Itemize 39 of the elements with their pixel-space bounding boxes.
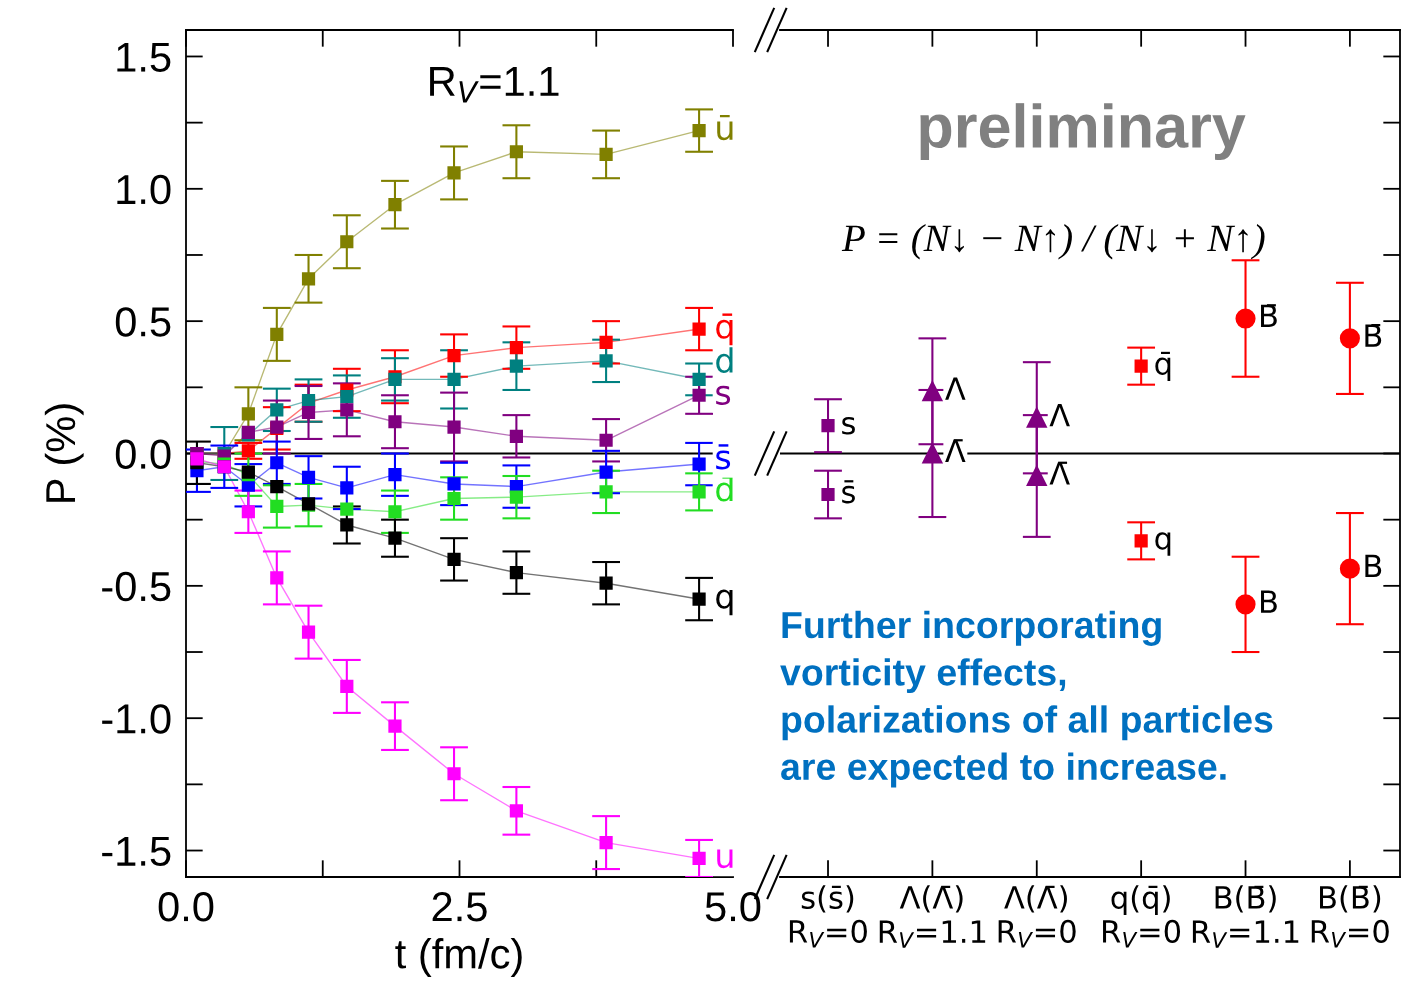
x-tick-label: q(q̄) R$_{V}$=0 (1103, 885, 1181, 948)
x-tick-label: 5.0 (705, 891, 761, 922)
y-tick-label: 0.5 (115, 307, 171, 337)
y-axis-title: P (%) (44, 404, 84, 502)
annotation: P = (N↓ − N↑) / (N↓ + N↑) (841, 224, 1265, 260)
series-label: B (1365, 554, 1382, 578)
series-label: Λ̄ (945, 439, 966, 462)
series-label: Λ (1049, 403, 1070, 427)
annotation: preliminary (920, 103, 1246, 161)
y-tick-label: -1.5 (102, 836, 171, 867)
series-label: q̄ (716, 313, 733, 346)
x-tick-label: s(s̄) R$_{V}$=0 (789, 885, 867, 948)
series-label: u (717, 849, 733, 869)
series-label: s (842, 417, 855, 435)
series-label: s (716, 385, 731, 405)
x-tick-label: B(B̄) R$_{V}$=1.1 (1192, 885, 1299, 948)
series-label: Λ (945, 377, 966, 400)
y-tick-label: -1.0 (102, 704, 171, 734)
annotation: R$_{V}$=1.1 (430, 67, 559, 103)
y-tick-label: -0.5 (102, 571, 171, 602)
series-label: ū (717, 114, 733, 141)
x-tick-label: Λ(Λ̄) R$_{V}$=1.1 (879, 885, 986, 948)
series-label: q (1155, 532, 1171, 556)
series-label: B̄ (1365, 324, 1382, 347)
x-tick-label: 0.0 (158, 891, 214, 922)
series-label: Λ̄ (1049, 461, 1070, 485)
series-label: s̄ (716, 444, 731, 470)
x-axis-title: t (fm/c) (395, 938, 522, 977)
series-label: B̄ (1261, 304, 1277, 327)
y-tick-label: 1.0 (117, 174, 171, 205)
series-label: s̄ (842, 480, 855, 504)
x-tick-label: B(B̄) R$_{V}$=0 (1311, 885, 1389, 948)
y-tick-label: 1.5 (117, 42, 171, 72)
series-label: q̄ (1155, 351, 1171, 381)
series-label: d (716, 347, 733, 373)
y-tick-label: 0.0 (115, 439, 171, 470)
series-label: q (716, 589, 733, 616)
x-tick-label: Λ(Λ̄) R$_{V}$=0 (998, 885, 1076, 948)
x-tick-label: 2.5 (432, 891, 487, 922)
